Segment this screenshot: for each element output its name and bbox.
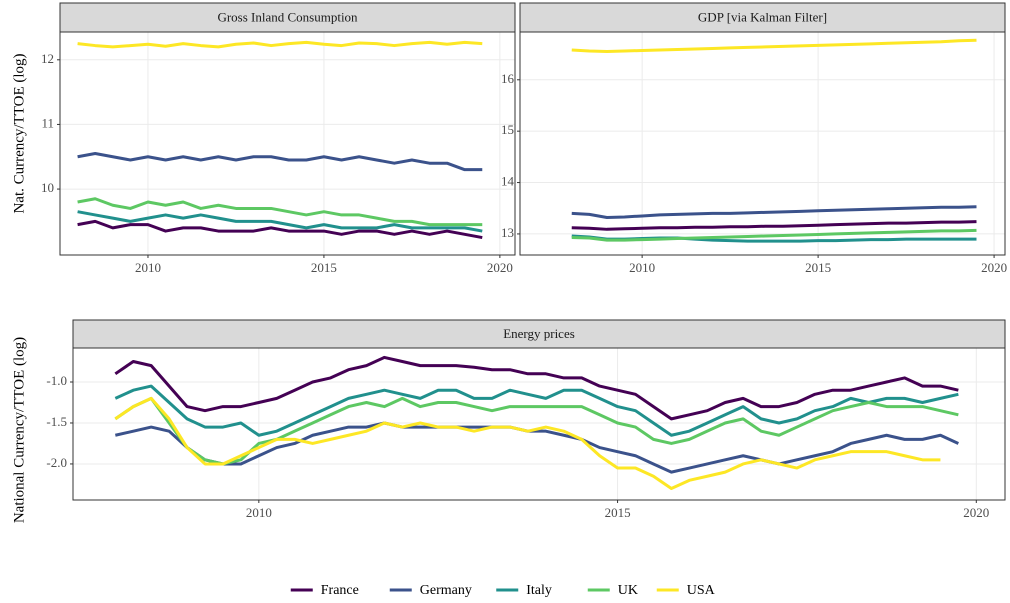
y-tick-label: -1.0 <box>46 373 67 388</box>
series-line <box>77 152 483 172</box>
legend-label: Italy <box>526 583 552 598</box>
panel-frame <box>72 347 1006 501</box>
series-line <box>114 355 959 421</box>
x-tick-label: 2010 <box>246 505 272 520</box>
x-tick-label: 2020 <box>487 260 513 275</box>
panel-title: Gross Inland Consumption <box>217 9 358 24</box>
panel-frame <box>519 31 1006 256</box>
x-tick-label: 2020 <box>963 505 989 520</box>
x-tick-label: 2010 <box>629 260 655 275</box>
series-line <box>77 219 483 240</box>
series-line <box>114 396 959 466</box>
panel-frame <box>59 31 516 256</box>
y-tick-label: 12 <box>41 51 54 66</box>
y-tick-label: 11 <box>41 115 54 130</box>
panel-title: Energy prices <box>503 326 575 341</box>
x-tick-label: 2010 <box>135 260 161 275</box>
y-tick-label: -2.0 <box>46 455 67 470</box>
series-line <box>114 384 959 437</box>
series-line <box>571 220 977 231</box>
y-tick-label: 16 <box>501 71 515 86</box>
series-line <box>571 38 977 54</box>
y-axis-title: Nat. Currency/TTOE (log) <box>11 53 27 213</box>
legend-label: USA <box>687 583 716 598</box>
legend-label: Germany <box>420 583 472 598</box>
y-tick-label: 15 <box>501 122 514 137</box>
legend-label: France <box>321 583 359 598</box>
x-tick-label: 2015 <box>311 260 337 275</box>
panel-strip <box>59 2 516 33</box>
series-line <box>571 228 977 242</box>
series-line <box>77 40 483 49</box>
x-tick-label: 2015 <box>805 260 831 275</box>
legend-label: UK <box>618 583 638 598</box>
y-tick-label: 10 <box>41 180 54 195</box>
panel-strip <box>519 2 1006 33</box>
y-axis-title: National Currency/TTOE (log) <box>11 337 27 523</box>
series-line <box>114 396 941 491</box>
panel-title: GDP [via Kalman Filter] <box>698 9 827 24</box>
panel-strip <box>72 319 1006 349</box>
y-tick-label: 13 <box>501 225 514 240</box>
y-tick-label: 14 <box>501 174 515 189</box>
x-tick-label: 2020 <box>981 260 1007 275</box>
series-line <box>77 197 483 227</box>
y-tick-label: -1.5 <box>46 414 67 429</box>
x-tick-label: 2015 <box>605 505 631 520</box>
series-line <box>77 210 483 233</box>
series-line <box>114 421 959 474</box>
series-line <box>571 205 977 219</box>
